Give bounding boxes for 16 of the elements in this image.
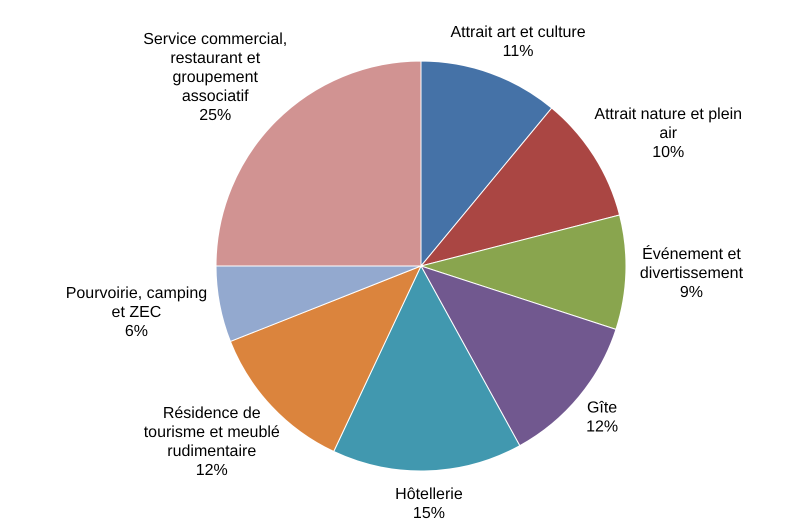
data-label: 25% [199, 106, 232, 124]
slice-label: Événement et divertissement [640, 245, 744, 282]
data-label: 15% [412, 504, 445, 522]
data-label: 6% [124, 322, 148, 340]
data-label: 11% [502, 42, 534, 60]
slice-label: Attrait nature et plein air [594, 106, 742, 142]
slice-label: Attrait art et culture [450, 24, 586, 41]
slice-label: Service commercial, restaurant et groupement associatif [143, 30, 288, 105]
data-label: 12% [196, 462, 228, 479]
slice-label: Pourvoirie, camping et ZEC [66, 284, 208, 321]
slice-label: Hôtellerie [395, 486, 463, 503]
slice-label: Résidence de tourisme et meublé rudimentaire [144, 404, 280, 460]
data-label: 9% [680, 284, 704, 302]
data-label: 10% [652, 144, 684, 161]
slice-label: Gîte [586, 400, 618, 417]
data-label: 12% [586, 418, 618, 436]
